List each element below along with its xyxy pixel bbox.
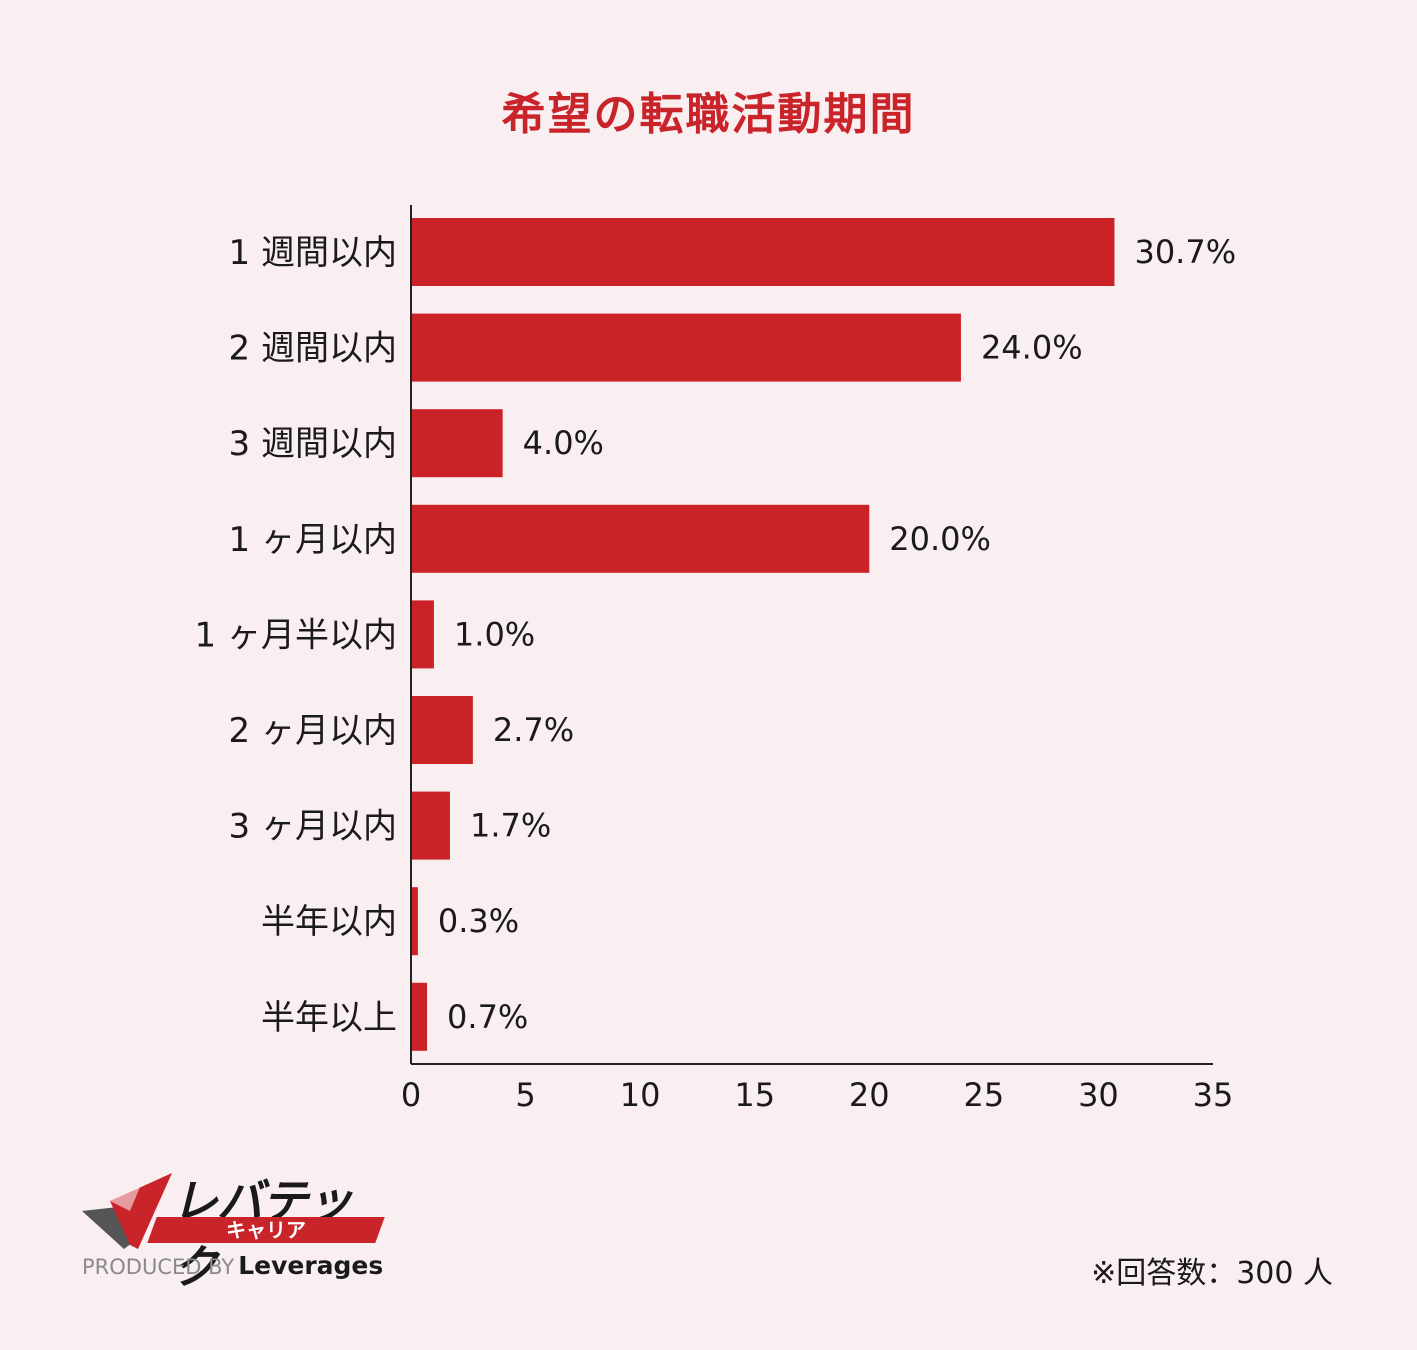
chart-title: 希望の転職活動期間 xyxy=(501,89,916,140)
bar xyxy=(411,696,473,764)
category-label: 1 ヶ月半以内 xyxy=(195,615,397,655)
category-label: 半年以上 xyxy=(261,998,397,1038)
produced-by-text: PRODUCED BY xyxy=(82,1255,235,1279)
value-label: 0.3% xyxy=(438,902,519,940)
checkmark-logo-icon xyxy=(82,1173,172,1249)
bar xyxy=(411,313,961,382)
bar xyxy=(411,504,870,573)
bar xyxy=(411,982,428,1051)
logo-produced-by: PRODUCED BY Leverages xyxy=(82,1251,383,1280)
x-tick-label: 15 xyxy=(734,1076,775,1114)
x-tick-label: 30 xyxy=(1078,1076,1119,1114)
bar xyxy=(411,887,418,956)
bar xyxy=(411,600,434,669)
value-label: 20.0% xyxy=(889,520,991,558)
leverages-logo: レバテック キャリア PRODUCED BY Leverages xyxy=(80,1165,390,1294)
value-label: 30.7% xyxy=(1134,233,1236,271)
category-label: 3 週間以内 xyxy=(229,424,397,464)
value-label: 4.0% xyxy=(523,424,604,462)
x-tick-label: 25 xyxy=(963,1076,1004,1114)
logo-subtitle: キャリア xyxy=(147,1217,385,1243)
x-tick-label: 35 xyxy=(1193,1076,1234,1114)
value-label: 1.7% xyxy=(470,807,551,845)
category-label: 2 週間以内 xyxy=(229,329,397,369)
category-label: 1 ヶ月以内 xyxy=(229,520,397,560)
category-label: 半年以内 xyxy=(261,902,397,942)
company-name: Leverages xyxy=(238,1251,384,1280)
bar xyxy=(411,218,1115,286)
value-label: 24.0% xyxy=(981,329,1083,367)
bar xyxy=(411,409,503,478)
value-label: 1.0% xyxy=(454,615,535,653)
category-label: 2 ヶ月以内 xyxy=(229,711,397,751)
bar xyxy=(411,791,450,860)
x-tick-label: 5 xyxy=(515,1076,535,1114)
category-label: 3 ヶ月以内 xyxy=(229,807,397,847)
category-label: 1 週間以内 xyxy=(229,233,397,273)
value-label: 0.7% xyxy=(447,998,528,1036)
x-tick-label: 0 xyxy=(401,1076,421,1114)
value-label: 2.7% xyxy=(493,711,574,749)
x-tick-label: 10 xyxy=(620,1076,661,1114)
x-tick-label: 20 xyxy=(849,1076,890,1114)
logo-subtitle-text: キャリア xyxy=(226,1218,306,1242)
footnote: ※回答数：300 人 xyxy=(1091,1256,1333,1291)
